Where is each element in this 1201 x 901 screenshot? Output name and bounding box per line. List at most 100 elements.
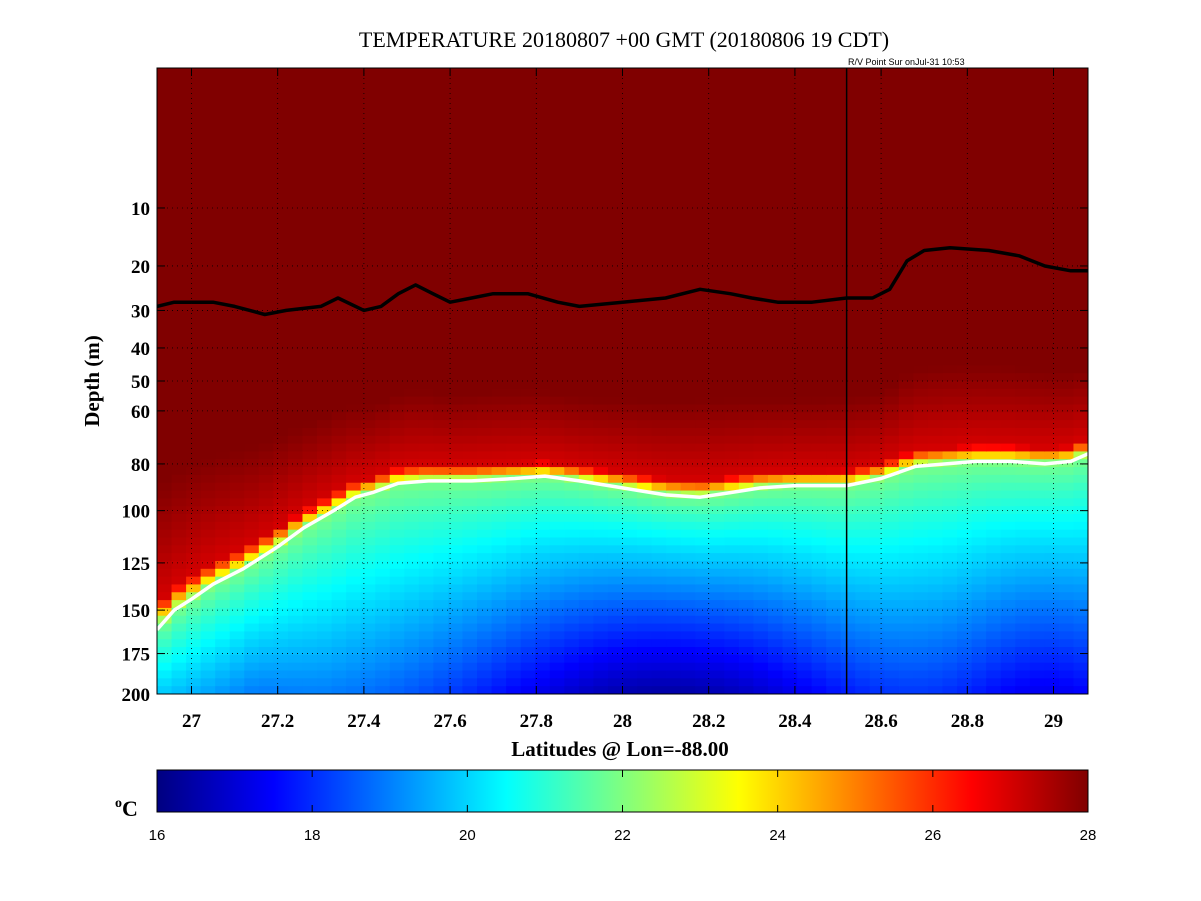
field-cell: [186, 169, 202, 179]
field-cell: [491, 670, 507, 679]
field-cell: [869, 232, 885, 241]
field-cell: [404, 271, 420, 280]
field-cell: [869, 201, 885, 210]
field-cell: [622, 161, 638, 171]
field-cell: [942, 326, 958, 335]
field-cell: [317, 420, 333, 429]
field-cell: [186, 443, 202, 453]
field-cell: [477, 130, 493, 140]
field-cell: [1029, 607, 1045, 617]
field-cell: [229, 294, 245, 304]
field-cell: [637, 177, 653, 186]
field-cell: [477, 373, 493, 382]
field-cell: [1000, 639, 1016, 648]
field-cell: [695, 615, 711, 625]
field-cell: [607, 576, 624, 586]
field-cell: [753, 302, 769, 312]
field-cell: [564, 193, 580, 202]
field-cell: [855, 686, 871, 694]
field-cell: [971, 232, 987, 241]
field-cell: [477, 482, 493, 492]
field-cell: [1015, 615, 1031, 625]
field-cell: [782, 193, 798, 202]
field-cell: [637, 474, 653, 484]
field-cell: [157, 349, 173, 359]
field-cell: [404, 99, 420, 108]
field-cell: [1029, 381, 1045, 390]
field-cell: [346, 443, 362, 453]
field-cell: [869, 193, 885, 202]
field-cell: [622, 271, 638, 280]
field-cell: [767, 68, 784, 77]
field-cell: [826, 154, 842, 163]
field-cell: [244, 443, 260, 453]
field-cell: [1029, 349, 1045, 359]
field-cell: [986, 529, 1002, 539]
field-cell: [229, 560, 245, 570]
field-cell: [229, 232, 245, 241]
field-cell: [1044, 341, 1060, 351]
field-cell: [418, 263, 434, 273]
field-cell: [666, 216, 682, 226]
field-cell: [1044, 107, 1060, 116]
field-cell: [724, 224, 740, 233]
field-cell: [637, 459, 653, 468]
field-cell: [287, 670, 304, 679]
field-cell: [229, 639, 245, 648]
field-cell: [782, 451, 798, 460]
field-cell: [913, 686, 929, 694]
field-cell: [404, 287, 420, 296]
field-cell: [506, 99, 522, 108]
field-cell: [418, 177, 434, 186]
field-cell: [186, 122, 202, 132]
field-cell: [433, 334, 449, 343]
field-cell: [607, 334, 624, 343]
field-cell: [695, 537, 711, 546]
field-cell: [317, 99, 333, 108]
field-cell: [360, 459, 376, 468]
field-cell: [200, 553, 216, 562]
field-cell: [215, 326, 231, 335]
field-cell: [549, 310, 565, 320]
field-cell: [491, 68, 507, 77]
field-cell: [491, 451, 507, 460]
field-cell: [1015, 154, 1031, 163]
field-cell: [811, 623, 827, 633]
field-cell: [564, 177, 580, 186]
field-cell: [520, 185, 536, 194]
field-cell: [753, 216, 769, 226]
field-cell: [1015, 357, 1031, 366]
field-cell: [215, 341, 231, 351]
field-cell: [564, 294, 580, 304]
field-cell: [869, 537, 885, 546]
field-cell: [215, 537, 231, 546]
field-cell: [157, 560, 173, 570]
field-cell: [418, 498, 434, 507]
field-cell: [680, 75, 696, 85]
field-cell: [302, 615, 318, 625]
field-cell: [477, 294, 493, 304]
field-cell: [244, 130, 260, 140]
field-cell: [1000, 263, 1016, 273]
field-cell: [287, 514, 304, 523]
field-cell: [1015, 255, 1031, 265]
field-cell: [447, 381, 464, 390]
field-cell: [1044, 435, 1060, 445]
field-cell: [913, 224, 929, 233]
field-cell: [404, 122, 420, 132]
field-cell: [331, 396, 347, 406]
field-cell: [593, 122, 609, 132]
field-cell: [869, 357, 885, 366]
field-cell: [884, 216, 900, 226]
field-cell: [855, 185, 871, 194]
field-cell: [477, 631, 493, 640]
field-cell: [840, 240, 856, 249]
field-cell: [506, 396, 522, 406]
field-cell: [840, 334, 856, 343]
field-cell: [171, 654, 187, 664]
field-cell: [346, 686, 362, 694]
field-cell: [855, 75, 871, 85]
field-cell: [520, 302, 536, 312]
field-cell: [578, 201, 595, 210]
field-cell: [375, 365, 391, 374]
